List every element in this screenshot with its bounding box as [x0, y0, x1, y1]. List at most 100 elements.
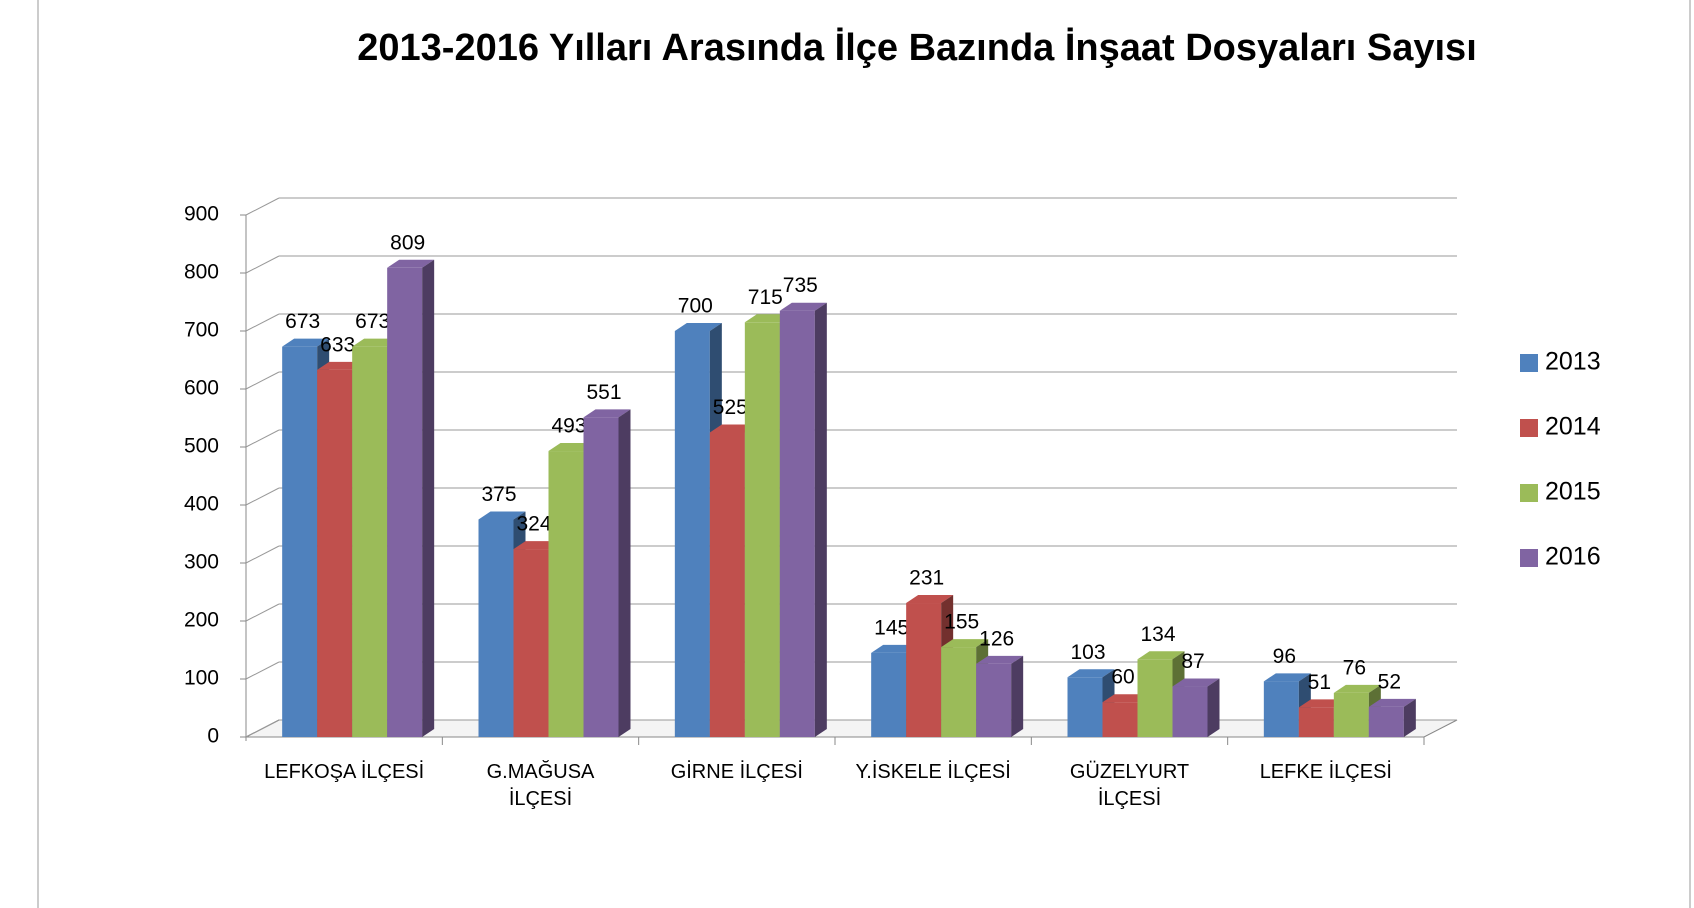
bar-side: [814, 302, 827, 737]
x-tick-label: LEFKOŞA İLÇESİ: [264, 761, 425, 783]
bar-top: [1333, 684, 1381, 693]
bar-side: [1011, 655, 1024, 737]
bar-front: [1263, 681, 1299, 737]
data-label: 375: [481, 483, 516, 506]
bar-top: [1067, 669, 1115, 678]
bar-front: [1368, 706, 1404, 737]
grid-line: [245, 197, 280, 216]
data-label: 126: [979, 627, 1014, 650]
grid-line: [245, 545, 280, 564]
data-label: 87: [1181, 650, 1204, 673]
y-tick-label: 600: [184, 377, 219, 400]
data-label: 96: [1273, 645, 1296, 668]
bar-top: [1137, 651, 1185, 660]
y-tick-label: 900: [184, 203, 219, 226]
y-tick-label: 100: [184, 667, 219, 690]
bar-side: [1207, 678, 1220, 737]
data-label: 493: [551, 415, 586, 438]
legend-label: 2016: [1545, 543, 1601, 571]
data-label: 134: [1140, 623, 1175, 646]
bar-front: [352, 346, 388, 737]
data-label: 324: [516, 513, 551, 536]
bar-top: [906, 595, 954, 604]
bar-front: [317, 369, 353, 737]
legend-label: 2013: [1545, 348, 1601, 376]
bar-top: [779, 302, 827, 311]
bar: [1368, 698, 1416, 737]
y-tick-label: 500: [184, 435, 219, 458]
bar-front: [779, 310, 815, 737]
bar-front: [674, 331, 710, 737]
y-tick-label: 800: [184, 261, 219, 284]
legend-label: 2014: [1545, 413, 1601, 441]
data-label: 155: [944, 611, 979, 634]
data-label: 551: [586, 381, 621, 404]
data-label: 673: [355, 310, 390, 333]
grid-line: [245, 429, 280, 448]
bar-front: [478, 519, 514, 737]
grid-line: [245, 255, 280, 274]
legend-swatch: [1520, 549, 1538, 567]
chart-title: 2013-2016 Yılları Arasında İlçe Bazında …: [357, 27, 1477, 69]
bar-front: [1333, 692, 1369, 737]
y-tick-label: 200: [184, 609, 219, 632]
grid-line: [245, 719, 280, 738]
y-tick-label: 0: [207, 725, 219, 748]
bar: [976, 655, 1024, 737]
bar: [1172, 678, 1220, 737]
data-label: 700: [678, 295, 713, 318]
bar-top: [1368, 698, 1416, 707]
bar-top: [583, 409, 631, 418]
data-label: 76: [1343, 656, 1366, 679]
data-label: 673: [285, 310, 320, 333]
legend-swatch: [1520, 419, 1538, 437]
bar-side: [618, 409, 631, 737]
data-label: 633: [320, 333, 355, 356]
bar: [779, 302, 827, 737]
data-label: 145: [874, 616, 909, 639]
bar-front: [1298, 707, 1334, 737]
bar: [583, 409, 631, 737]
grid-line: [245, 313, 280, 332]
bar-front: [1067, 677, 1103, 737]
bar-front: [1102, 702, 1138, 737]
bar-front: [1137, 659, 1173, 737]
bar-front: [282, 346, 318, 737]
bar-top: [1263, 673, 1311, 682]
y-tick-label: 700: [184, 319, 219, 342]
y-tick-label: 300: [184, 551, 219, 574]
data-label: 715: [748, 286, 783, 309]
legend-swatch: [1520, 354, 1538, 372]
bar-top: [478, 511, 526, 520]
data-label: 51: [1308, 671, 1331, 694]
frame: [37, 0, 1691, 908]
bar-front: [1172, 686, 1208, 737]
bar-front: [583, 417, 619, 737]
grid-line: [245, 661, 280, 680]
bar-top: [976, 655, 1024, 664]
grid-line: [245, 487, 280, 506]
x-tick-label: Y.İSKELE İLÇESİ: [855, 761, 1011, 783]
x-tick-label: GÜZELYURT İLÇESİ: [1069, 761, 1190, 810]
bar-top: [282, 338, 330, 347]
data-label: 735: [783, 274, 818, 297]
bar-front: [387, 267, 423, 737]
bar-front: [976, 663, 1012, 737]
bar-front: [871, 652, 907, 737]
grid-line: [245, 371, 280, 390]
legend-swatch: [1520, 484, 1538, 502]
bar-side: [1403, 698, 1416, 737]
data-label: 231: [909, 567, 944, 590]
bar-front: [709, 432, 745, 737]
bar-front: [941, 647, 977, 737]
data-label: 52: [1378, 670, 1401, 693]
bar-top: [387, 259, 435, 268]
data-label: 103: [1070, 641, 1105, 664]
bar-front: [906, 603, 942, 737]
bar-top: [1172, 678, 1220, 687]
x-tick-label: G.MAĞUSA İLÇESİ: [486, 761, 595, 810]
bar-front: [744, 322, 780, 737]
x-tick-label: GİRNE İLÇESİ: [670, 761, 803, 783]
